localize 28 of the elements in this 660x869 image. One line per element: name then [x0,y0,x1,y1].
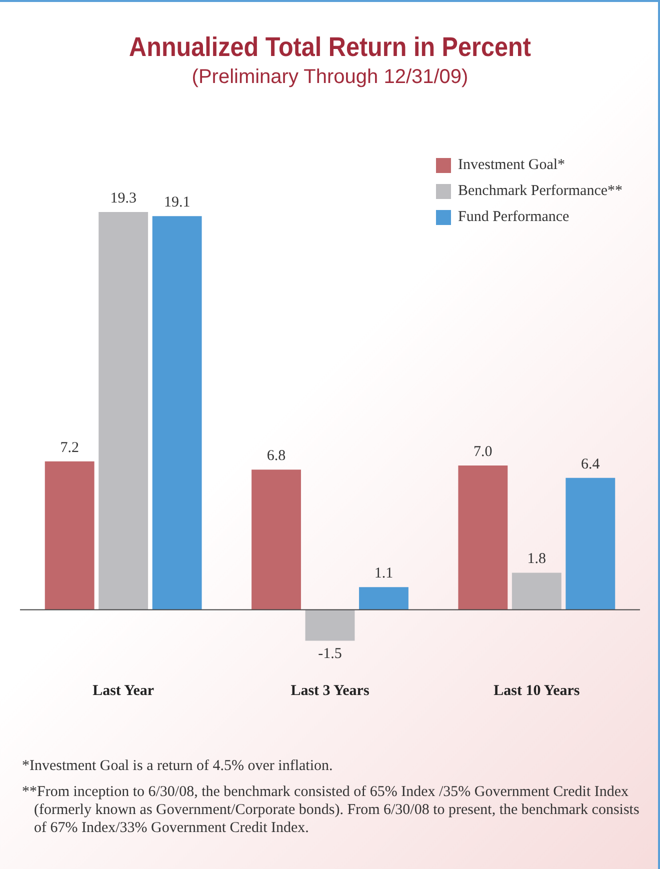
data-label: 6.8 [266,448,286,464]
bar [512,572,562,610]
legend-label: Benchmark Performance** [458,182,623,200]
data-label: 1.8 [527,551,546,568]
bar [252,470,301,610]
legend-label: Fund Performance [458,208,570,226]
data-label: 7.2 [60,440,79,456]
text: *Investment Goal is a return of 4.5% over inflation. [22,757,334,775]
bar [44,461,94,610]
data-label: 1.1 [374,566,394,582]
bar [152,216,202,610]
bar [98,212,148,610]
bar [566,478,616,610]
data-label: 7.0 [474,444,492,460]
legend-label: Investment Goal* [458,156,566,174]
text: **From inception to 6/30/08, the benchmark consisted of 65% Index /35% Government Credit Index (formerly known as Government/Corporate bonds). From 6/30/08 to present, the benchmark consists of 67% Index/33% Government Credit Index. [22,783,640,837]
chart-subtitle: (Preliminary Through 12/31/09) [190,66,470,89]
data-label: -1.5 [318,646,342,662]
bar [458,466,508,610]
data-label: 6.4 [581,456,600,472]
data-label: 19.1 [164,194,190,211]
bar [359,587,408,610]
x-tick-label: Last 10 Years [494,682,580,699]
bar [305,610,355,641]
chart-title: Annualized Total Return in Percent [128,32,532,63]
x-tick-label: Last Year [92,682,154,699]
data-label: 19.3 [110,190,136,206]
x-tick-label: Last 3 Years [290,682,370,699]
